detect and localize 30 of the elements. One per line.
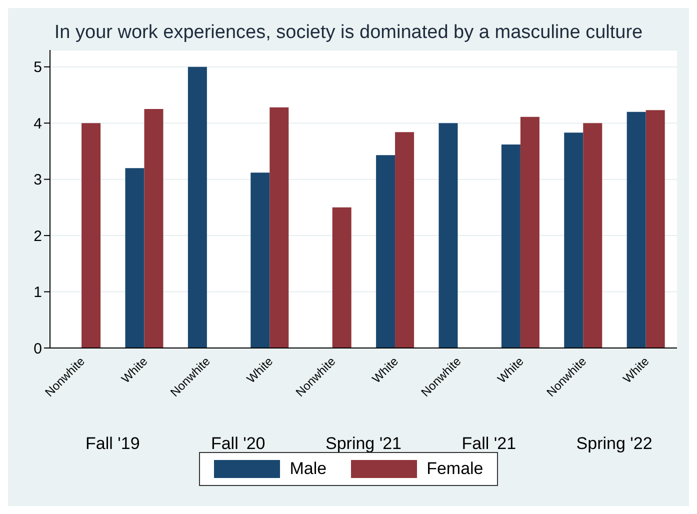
bar: [583, 123, 602, 348]
text: Spring '22: [575, 434, 654, 454]
bar: [332, 207, 352, 348]
bar: [125, 168, 144, 348]
text: Fall '20: [210, 434, 266, 454]
bar: [376, 155, 396, 348]
text: Spring '21: [324, 434, 403, 454]
bar: [564, 132, 584, 348]
bar: [144, 109, 164, 348]
legend-label: Male: [290, 459, 327, 479]
bar: [250, 172, 270, 348]
bar: [188, 66, 207, 348]
bar: [501, 144, 520, 348]
y-tick-label: 0: [34, 340, 42, 358]
text: Fall '21: [460, 434, 518, 454]
y-tick-label: 4: [34, 115, 42, 132]
bar: [646, 110, 665, 348]
y-tick-label: 2: [34, 228, 42, 245]
bar: [395, 132, 414, 348]
bar: [438, 123, 458, 348]
y-tick-label: 5: [34, 59, 42, 76]
y-tick-label: 1: [34, 284, 42, 302]
bar: [520, 116, 540, 348]
legend-label: Female: [426, 459, 484, 479]
bar: [82, 123, 101, 348]
bar: [626, 112, 646, 348]
chart-title: In your work experiences, society is dominated by a masculine culture: [53, 22, 644, 44]
text: Fall '19: [84, 434, 141, 454]
bar: [270, 107, 289, 348]
y-tick-label: 3: [34, 172, 42, 189]
